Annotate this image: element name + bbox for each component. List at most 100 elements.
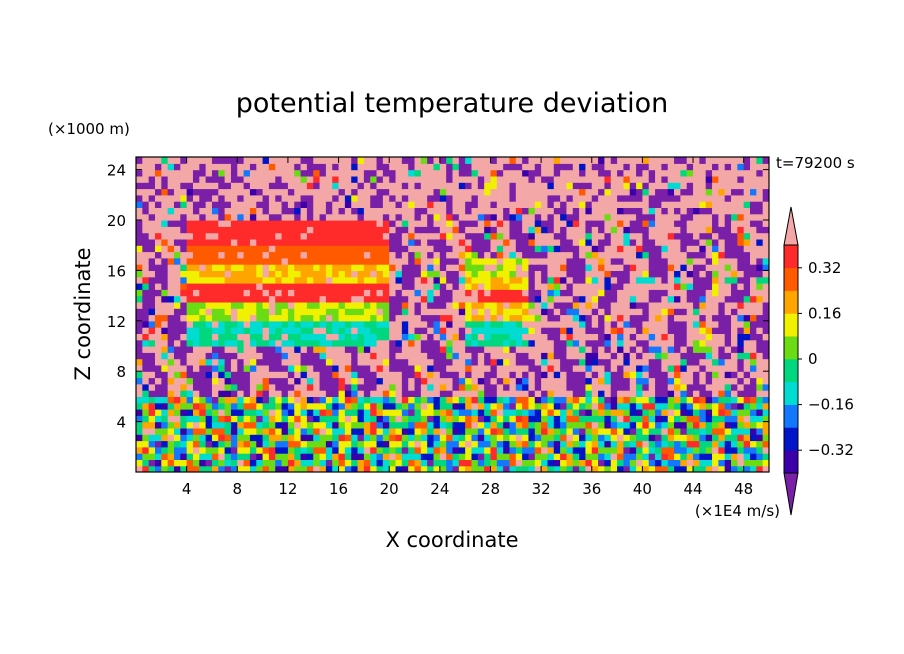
field-cell (724, 396, 732, 404)
field-cell (408, 194, 416, 202)
field-cell (591, 295, 599, 303)
field-cell (306, 421, 314, 429)
field-cell (737, 352, 745, 360)
field-cell (579, 194, 587, 202)
field-cell (731, 276, 738, 284)
field-cell (420, 283, 428, 290)
field-cell (553, 295, 561, 303)
field-cell (262, 383, 270, 391)
field-cell (363, 194, 371, 202)
field-cell (268, 301, 276, 309)
field-cell (344, 346, 352, 353)
field-cell (395, 434, 403, 442)
field-cell (300, 201, 308, 208)
field-cell (509, 238, 517, 246)
field-cell (148, 301, 156, 309)
field-cell (629, 421, 637, 429)
field-cell (161, 320, 169, 328)
field-cell (490, 465, 498, 472)
field-cell (661, 257, 669, 265)
field-cell (357, 175, 365, 183)
field-cell (186, 163, 194, 171)
field-cell (762, 188, 769, 196)
field-cell (762, 327, 769, 334)
field-cell (370, 232, 378, 240)
field-cell (541, 339, 549, 347)
field-cell (199, 232, 207, 240)
field-cell (218, 213, 226, 221)
field-cell (211, 213, 219, 221)
field-cell (294, 213, 302, 221)
field-cell (237, 276, 245, 284)
field-cell (566, 169, 574, 177)
field-cell (699, 245, 707, 253)
field-cell (503, 301, 511, 309)
field-cell (433, 213, 441, 221)
field-cell (585, 264, 593, 271)
field-cell (629, 453, 637, 460)
field-cell (224, 364, 232, 372)
field-cell (541, 289, 549, 297)
field-cell (636, 194, 643, 202)
field-cell (547, 207, 555, 215)
field-cell (332, 333, 340, 341)
field-cell (553, 175, 561, 183)
field-cell (490, 175, 498, 183)
field-cell (414, 169, 422, 177)
field-cell (642, 327, 650, 334)
field-cell (490, 339, 498, 347)
field-cell (275, 251, 283, 259)
field-cell (148, 283, 156, 290)
field-cell (313, 320, 321, 328)
field-cell (750, 383, 757, 391)
field-cell (420, 245, 428, 253)
field-cell (136, 220, 143, 227)
field-cell (294, 453, 302, 460)
field-cell (344, 396, 352, 404)
field-cell (629, 182, 637, 190)
field-cell (604, 157, 612, 164)
field-cell (718, 201, 726, 208)
field-cell (382, 308, 390, 316)
field-cell (598, 364, 606, 372)
field-cell (718, 377, 726, 385)
field-cell (237, 157, 245, 164)
field-cell (268, 459, 276, 467)
field-cell (237, 346, 245, 353)
field-cell (693, 446, 700, 454)
field-cell (629, 264, 637, 271)
field-cell (199, 264, 207, 271)
field-cell (623, 409, 631, 416)
field-cell (211, 314, 219, 322)
field-cell (541, 364, 549, 372)
field-cell (414, 358, 422, 366)
field-cell (699, 346, 707, 353)
field-cell (477, 459, 485, 467)
field-cell (313, 182, 321, 190)
field-cell (313, 188, 321, 196)
field-cell (655, 459, 662, 467)
field-cell (167, 201, 175, 208)
field-cell (604, 434, 612, 442)
field-cell (522, 415, 530, 423)
field-cell (446, 270, 454, 278)
field-cell (351, 409, 359, 416)
field-cell (718, 427, 726, 435)
field-cell (376, 245, 384, 253)
field-cell (395, 163, 403, 171)
field-cell (566, 194, 574, 202)
field-cell (414, 220, 422, 227)
field-cell (452, 320, 460, 328)
field-cell (439, 427, 447, 435)
field-cell (680, 201, 688, 208)
field-cell (465, 409, 473, 416)
field-cell (148, 358, 156, 366)
field-cell (680, 270, 688, 278)
field-cell (553, 459, 561, 467)
field-cell (623, 226, 631, 234)
field-cell (731, 364, 738, 372)
field-cell (173, 238, 181, 246)
field-cell (173, 276, 181, 284)
field-cell (604, 238, 612, 246)
field-cell (249, 238, 257, 246)
